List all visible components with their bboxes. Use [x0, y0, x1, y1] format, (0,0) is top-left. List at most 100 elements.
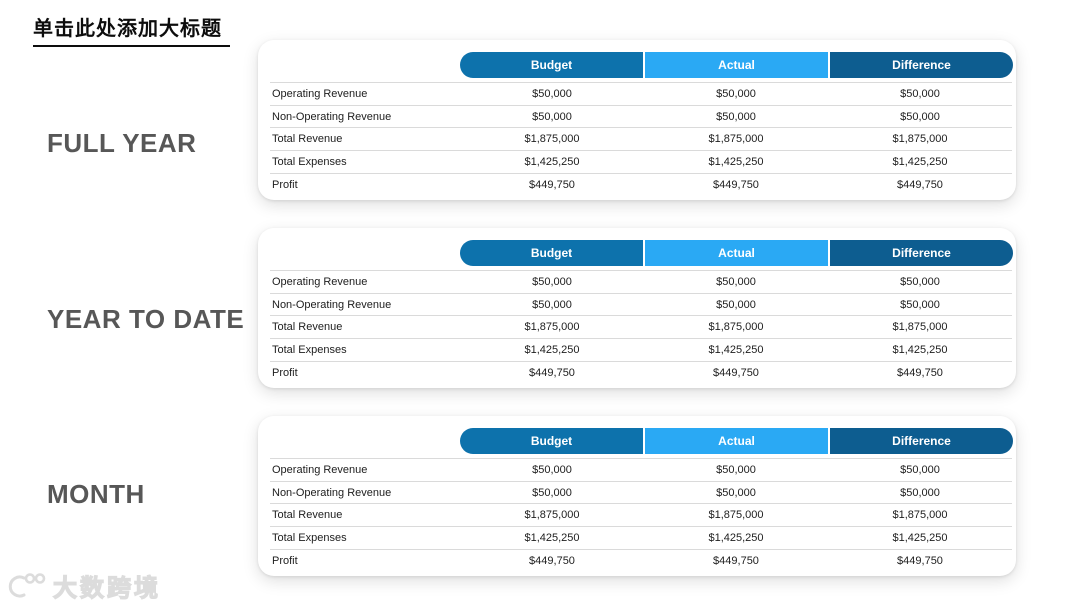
- actual-value: $1,875,000: [708, 509, 764, 522]
- row-total-revenue: Total Revenue $1,875,000 $1,875,000 $1,8…: [270, 315, 1012, 338]
- difference-value: $50,000: [900, 463, 940, 476]
- budget-value: $50,000: [532, 463, 572, 476]
- difference-value: $1,875,000: [892, 509, 948, 522]
- row-profit: Profit $449,750 $449,750 $449,750: [270, 548, 1012, 572]
- difference-column-header: Difference: [830, 428, 1013, 454]
- row-label: Profit: [272, 366, 298, 379]
- actual-value: $1,425,250: [708, 155, 764, 168]
- difference-value: $1,425,250: [892, 531, 948, 544]
- budget-value: $50,000: [532, 275, 572, 288]
- row-label: Non-Operating Revenue: [272, 486, 392, 499]
- actual-value: $50,000: [716, 275, 756, 288]
- actual-column-header: Actual: [645, 240, 828, 266]
- budget-value: $449,750: [529, 366, 575, 379]
- difference-value: $449,750: [897, 178, 943, 191]
- card-month: Budget Actual Difference Operating Reven…: [258, 416, 1016, 576]
- table-header-year-to-date: Budget Actual Difference: [460, 240, 1013, 266]
- row-label: Profit: [272, 178, 298, 191]
- actual-value: $50,000: [716, 110, 756, 123]
- table-header-full-year: Budget Actual Difference: [460, 52, 1013, 78]
- dashu-kuajing-logo-icon: [8, 572, 46, 597]
- actual-value: $1,875,000: [708, 321, 764, 334]
- card-full-year: Budget Actual Difference Operating Reven…: [258, 40, 1016, 200]
- difference-value: $1,875,000: [892, 321, 948, 334]
- table-body-month: Operating Revenue $50,000 $50,000 $50,00…: [270, 458, 1012, 571]
- difference-value: $50,000: [900, 275, 940, 288]
- row-label: Operating Revenue: [272, 87, 368, 100]
- difference-value: $1,425,250: [892, 155, 948, 168]
- actual-value: $50,000: [716, 486, 756, 499]
- difference-value: $449,750: [897, 366, 943, 379]
- row-label: Non-Operating Revenue: [272, 298, 392, 311]
- budget-value: $1,875,000: [524, 133, 580, 146]
- actual-value: $449,750: [713, 178, 759, 191]
- row-label: Total Revenue: [272, 509, 343, 522]
- section-label-month: MONTH: [47, 479, 145, 509]
- row-total-expenses: Total Expenses $1,425,250 $1,425,250 $1,…: [270, 526, 1012, 549]
- difference-value: $50,000: [900, 486, 940, 499]
- row-label: Total Expenses: [272, 531, 347, 544]
- section-label-full-year: FULL YEAR: [47, 128, 197, 158]
- table-header-month: Budget Actual Difference: [460, 428, 1013, 454]
- table-body-year-to-date: Operating Revenue $50,000 $50,000 $50,00…: [270, 270, 1012, 383]
- row-label: Total Expenses: [272, 343, 347, 356]
- actual-value: $1,425,250: [708, 343, 764, 356]
- row-operating-revenue: Operating Revenue $50,000 $50,000 $50,00…: [270, 82, 1012, 105]
- row-label: Total Revenue: [272, 321, 343, 334]
- row-profit: Profit $449,750 $449,750 $449,750: [270, 360, 1012, 384]
- row-profit: Profit $449,750 $449,750 $449,750: [270, 172, 1012, 196]
- difference-column-header: Difference: [830, 52, 1013, 78]
- budget-value: $1,875,000: [524, 509, 580, 522]
- row-non-operating-revenue: Non-Operating Revenue $50,000 $50,000 $5…: [270, 292, 1012, 316]
- actual-column-header: Actual: [645, 428, 828, 454]
- difference-value: $50,000: [900, 298, 940, 311]
- actual-column-header: Actual: [645, 52, 828, 78]
- actual-value: $50,000: [716, 298, 756, 311]
- difference-value: $1,425,250: [892, 343, 948, 356]
- row-label: Operating Revenue: [272, 275, 368, 288]
- difference-value: $449,750: [897, 554, 943, 567]
- difference-value: $50,000: [900, 110, 940, 123]
- actual-value: $50,000: [716, 463, 756, 476]
- budget-value: $1,425,250: [524, 155, 580, 168]
- row-label: Profit: [272, 554, 298, 567]
- budget-value: $449,750: [529, 178, 575, 191]
- section-label-year-to-date: YEAR TO DATE: [47, 304, 245, 334]
- card-year-to-date: Budget Actual Difference Operating Reven…: [258, 228, 1016, 388]
- watermark-text: 大数跨境: [52, 574, 161, 602]
- row-label: Total Revenue: [272, 133, 343, 146]
- watermark: 大数跨境: [8, 568, 161, 603]
- slide-title-placeholder[interactable]: 单击此处添加大标题: [33, 12, 230, 47]
- budget-value: $50,000: [532, 87, 572, 100]
- actual-value: $50,000: [716, 87, 756, 100]
- row-label: Total Expenses: [272, 155, 347, 168]
- budget-value: $1,425,250: [524, 343, 580, 356]
- table-body-full-year: Operating Revenue $50,000 $50,000 $50,00…: [270, 82, 1012, 195]
- budget-value: $1,425,250: [524, 531, 580, 544]
- row-non-operating-revenue: Non-Operating Revenue $50,000 $50,000 $5…: [270, 480, 1012, 504]
- actual-value: $449,750: [713, 554, 759, 567]
- budget-value: $50,000: [532, 110, 572, 123]
- difference-value: $1,875,000: [892, 133, 948, 146]
- budget-column-header: Budget: [460, 52, 643, 78]
- difference-value: $50,000: [900, 87, 940, 100]
- row-total-revenue: Total Revenue $1,875,000 $1,875,000 $1,8…: [270, 127, 1012, 150]
- budget-value: $50,000: [532, 298, 572, 311]
- row-operating-revenue: Operating Revenue $50,000 $50,000 $50,00…: [270, 270, 1012, 293]
- budget-value: $1,875,000: [524, 321, 580, 334]
- row-operating-revenue: Operating Revenue $50,000 $50,000 $50,00…: [270, 458, 1012, 481]
- row-total-expenses: Total Expenses $1,425,250 $1,425,250 $1,…: [270, 150, 1012, 173]
- budget-value: $449,750: [529, 554, 575, 567]
- actual-value: $449,750: [713, 366, 759, 379]
- budget-column-header: Budget: [460, 240, 643, 266]
- row-total-expenses: Total Expenses $1,425,250 $1,425,250 $1,…: [270, 338, 1012, 361]
- actual-value: $1,425,250: [708, 531, 764, 544]
- difference-column-header: Difference: [830, 240, 1013, 266]
- budget-value: $50,000: [532, 486, 572, 499]
- row-non-operating-revenue: Non-Operating Revenue $50,000 $50,000 $5…: [270, 104, 1012, 128]
- actual-value: $1,875,000: [708, 133, 764, 146]
- row-total-revenue: Total Revenue $1,875,000 $1,875,000 $1,8…: [270, 503, 1012, 526]
- budget-column-header: Budget: [460, 428, 643, 454]
- row-label: Operating Revenue: [272, 463, 368, 476]
